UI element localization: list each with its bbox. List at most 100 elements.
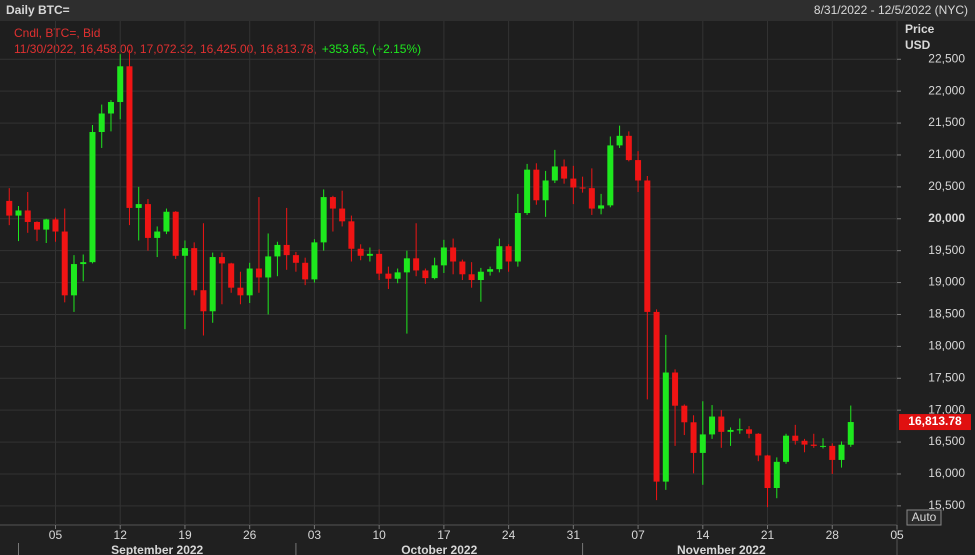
candle-body [107, 102, 114, 114]
candle-body [237, 287, 244, 296]
candle-body [727, 429, 734, 432]
candle-body [588, 188, 595, 209]
last-price-label: 16,813.78 [908, 414, 962, 428]
y-tick-label: 18,500 [928, 307, 965, 321]
month-label: October 2022 [401, 543, 477, 555]
candle-body [746, 429, 753, 434]
candle-body [570, 178, 577, 188]
candle-body [191, 248, 198, 291]
x-tick-label: 05 [49, 528, 63, 542]
candle-body [820, 445, 827, 447]
candle-body [598, 205, 605, 209]
candle-body [561, 166, 568, 179]
y-tick-label: 20,000 [928, 211, 965, 225]
candle-body [607, 145, 614, 206]
candle-body [431, 265, 438, 279]
legend-name: Cndl, BTC=, Bid [14, 26, 100, 40]
auto-button-label[interactable]: Auto [912, 510, 937, 524]
candle-body [635, 160, 642, 181]
legend-change: +353.65, (+2.15%) [322, 42, 421, 56]
candle-body [144, 204, 151, 238]
candle-body [773, 461, 780, 488]
y-axis-title: USD [905, 38, 931, 52]
candle-body [163, 211, 170, 232]
candle-body [616, 135, 623, 146]
candle-body [172, 211, 179, 256]
candle-body [644, 180, 651, 312]
candle-body [302, 262, 309, 280]
candle-body [672, 372, 679, 406]
candle-body [33, 221, 40, 230]
candle-body [783, 435, 790, 462]
candle-body [709, 416, 716, 435]
month-label: September 2022 [111, 543, 203, 555]
candle-body [718, 416, 725, 432]
candle-body [181, 248, 188, 256]
date-range: 8/31/2022 - 12/5/2022 (NYC) [814, 3, 968, 17]
candle-body [496, 246, 503, 270]
candle-body [505, 246, 512, 262]
y-axis-title: Price [905, 22, 935, 36]
candle-body [339, 208, 346, 222]
candle-body [265, 256, 272, 278]
candle-body [126, 66, 133, 208]
candle-body [847, 422, 854, 445]
candle-body [89, 132, 96, 263]
candle-body [255, 268, 262, 278]
candle-body [662, 372, 669, 482]
candle-body [403, 258, 410, 273]
candle-body [376, 253, 383, 274]
candle-body [154, 231, 161, 238]
candle-body [450, 247, 457, 262]
candle-body [274, 244, 281, 257]
y-tick-label: 17,500 [928, 370, 965, 384]
x-tick-label: 10 [372, 528, 386, 542]
x-tick-label: 03 [308, 528, 322, 542]
candle-body [329, 197, 336, 209]
candle-body [24, 210, 31, 222]
candle-body [551, 166, 558, 181]
candle-body [200, 290, 207, 312]
y-tick-label: 18,000 [928, 339, 965, 353]
candle-body [80, 262, 87, 265]
candle-body [311, 242, 318, 280]
candle-body [764, 455, 771, 488]
candle-body [366, 253, 373, 256]
x-axis-panel [0, 525, 897, 555]
candle-body [792, 435, 799, 441]
chart-title: Daily BTC= [6, 3, 70, 17]
candle-body [487, 269, 494, 272]
x-tick-label: 31 [567, 528, 581, 542]
candle-body [6, 200, 13, 216]
candle-body [43, 219, 50, 230]
x-tick-label: 17 [437, 528, 451, 542]
y-tick-label: 22,000 [928, 83, 965, 97]
y-tick-label: 21,000 [928, 147, 965, 161]
candle-body [459, 261, 466, 275]
y-tick-label: 17,000 [928, 402, 965, 416]
candle-body [755, 433, 762, 456]
candle-body [218, 257, 225, 264]
legend-ohlc: 11/30/2022, 16,458.00, 17,072.32, 16,425… [14, 42, 317, 56]
candle-body [422, 270, 429, 279]
y-tick-label: 16,500 [928, 434, 965, 448]
x-tick-label: 21 [761, 528, 775, 542]
y-tick-label: 20,500 [928, 179, 965, 193]
x-tick-label: 19 [178, 528, 192, 542]
candle-body [357, 248, 364, 256]
candle-body [681, 405, 688, 423]
auto-button[interactable] [906, 509, 942, 526]
candle-body [524, 169, 531, 214]
candle-body [514, 213, 521, 262]
y-tick-label: 19,500 [928, 243, 965, 257]
x-tick-label: 05 [890, 528, 904, 542]
candle-body [579, 187, 586, 189]
candle-body [52, 219, 59, 232]
candle-body [468, 274, 475, 281]
candle-body [477, 271, 484, 281]
candle-body [690, 422, 697, 453]
candle-body [542, 180, 549, 201]
candle-body [440, 247, 447, 266]
x-tick-label: 28 [826, 528, 840, 542]
